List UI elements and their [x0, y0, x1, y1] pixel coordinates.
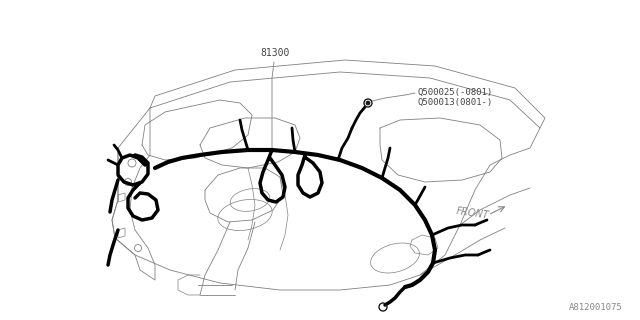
- Circle shape: [366, 101, 370, 105]
- Text: A812001075: A812001075: [569, 303, 623, 312]
- Text: FRONT: FRONT: [455, 206, 490, 220]
- Text: Q500013(0801-): Q500013(0801-): [418, 98, 493, 107]
- Text: Q500025(-0801): Q500025(-0801): [418, 88, 493, 97]
- Text: 81300: 81300: [260, 48, 289, 58]
